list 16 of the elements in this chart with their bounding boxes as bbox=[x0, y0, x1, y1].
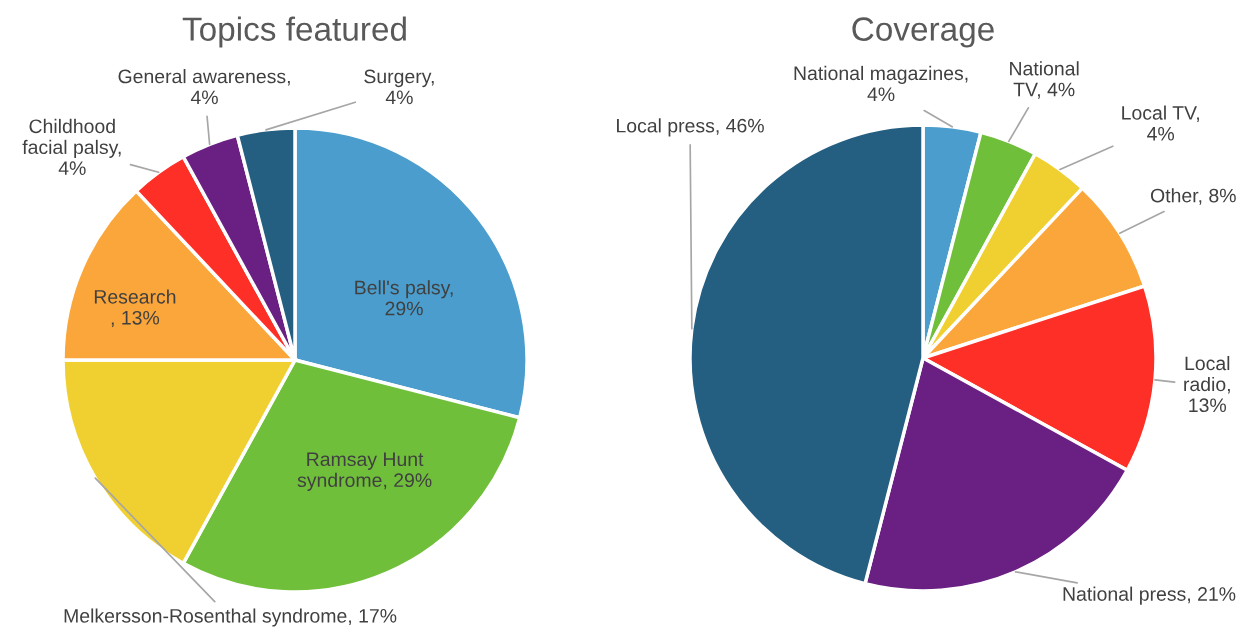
slice-label: Local TV, 4% bbox=[1122, 105, 1199, 141]
slice-label: Surgery, 4% bbox=[364, 69, 434, 105]
slice-label: National press, 21% bbox=[1063, 586, 1236, 605]
slice-label: Local radio, 13% bbox=[1184, 355, 1230, 413]
slice-label: National magazines, 4% bbox=[794, 65, 968, 102]
slice-label: Ramsay Hunt syndrome, 29% bbox=[297, 452, 432, 491]
slice-label: Other, 8% bbox=[1150, 188, 1236, 205]
chart-title: Coverage bbox=[852, 17, 994, 48]
slice-label: General awareness, 4% bbox=[118, 69, 290, 105]
slice-label: National TV, 4% bbox=[1010, 61, 1079, 99]
slice-label: Childhood facial palsy, 4% bbox=[22, 118, 121, 175]
slice-label: Research , 13% bbox=[94, 289, 176, 327]
slice-label: Melkersson-Rosenthal syndrome, 17% bbox=[64, 608, 397, 627]
chart-title: Topics featured bbox=[182, 16, 406, 48]
slice-label: Local press, 46% bbox=[617, 118, 764, 137]
slice-label: Bell's palsy, 29% bbox=[355, 280, 453, 316]
